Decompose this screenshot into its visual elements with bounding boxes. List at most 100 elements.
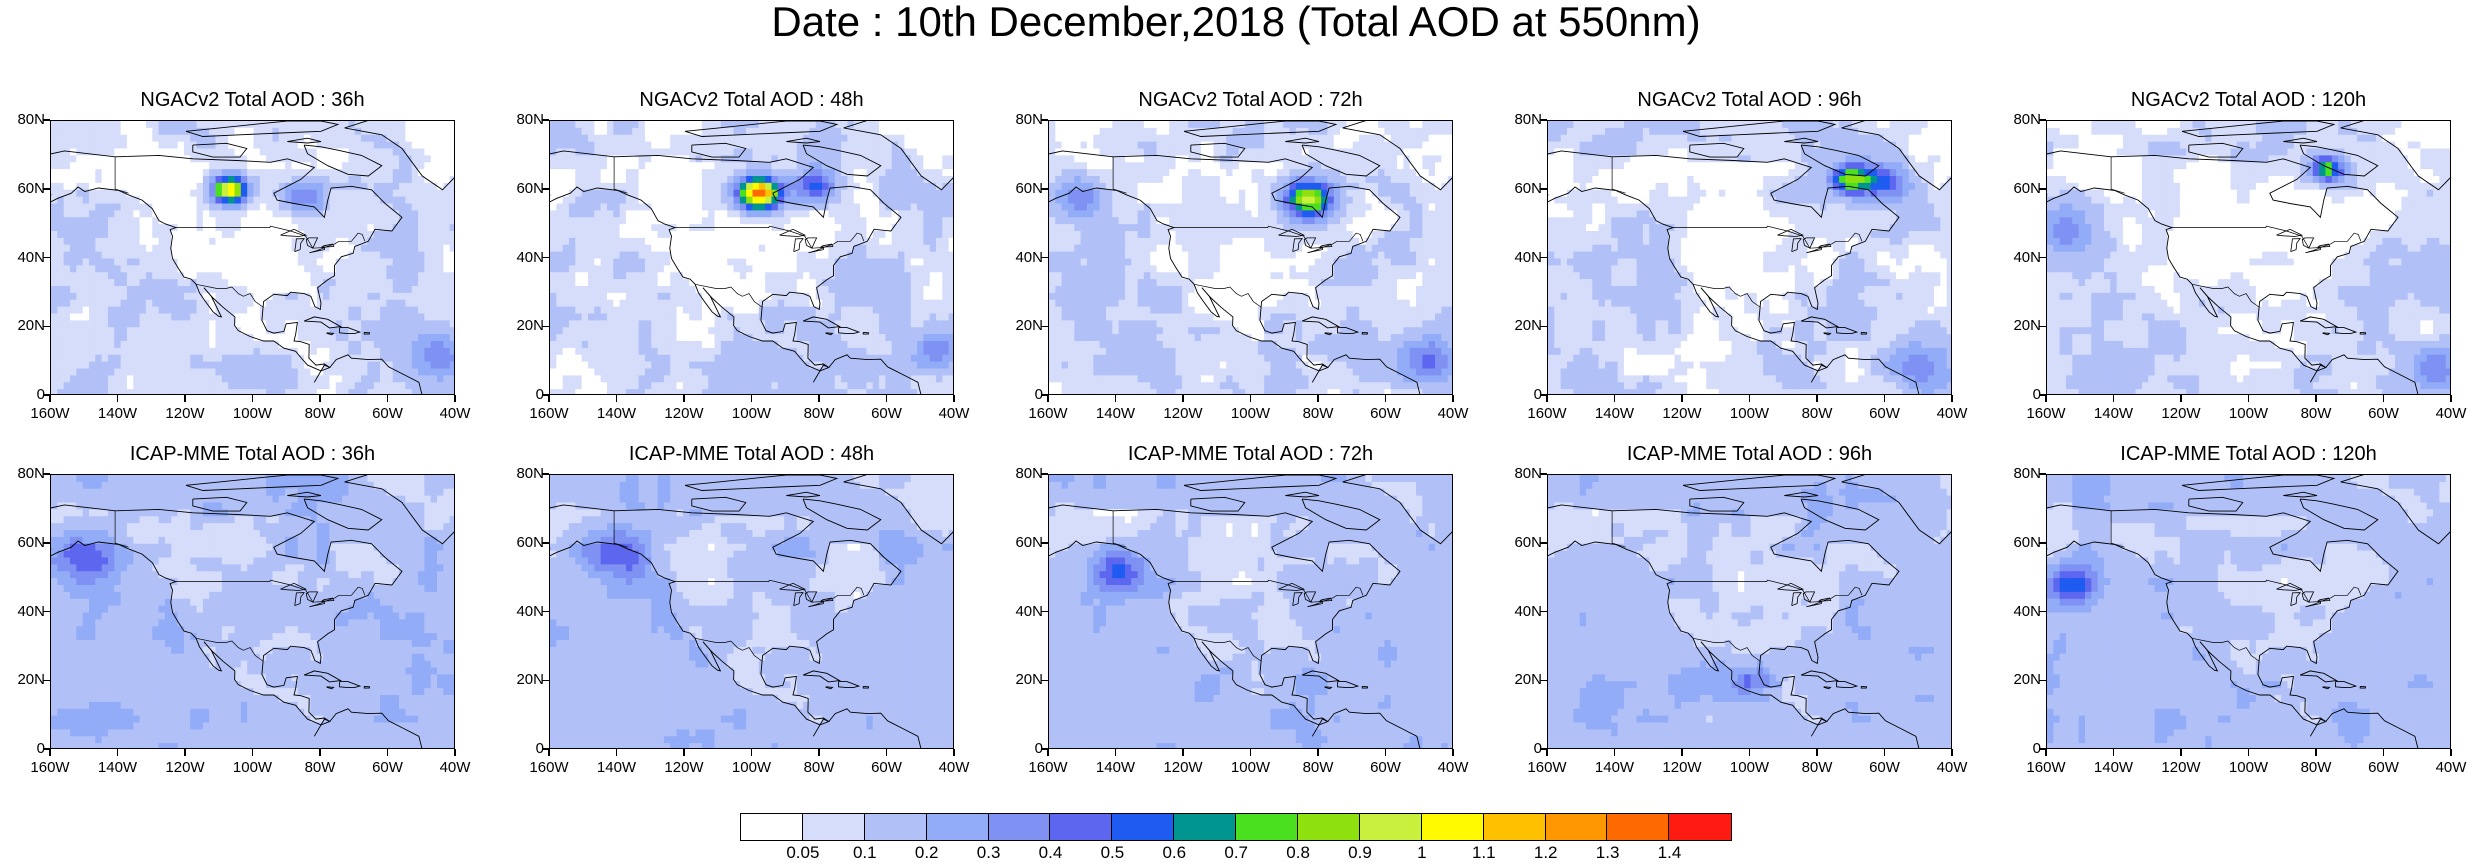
lat-tick-mark: [1540, 611, 1547, 613]
lon-tick-label: 40W: [2436, 760, 2467, 776]
lon-tick-mark: [184, 395, 186, 402]
lat-tick-label: 60N: [5, 535, 45, 551]
lon-tick-label: 60W: [2368, 406, 2399, 422]
lat-tick-label: 40N: [5, 250, 45, 266]
colorbar-swatch: [741, 814, 803, 840]
lat-tick-mark: [2039, 188, 2046, 190]
lat-tick-label: 40N: [504, 250, 544, 266]
colorbar-swatch: [865, 814, 927, 840]
lon-tick-label: 100W: [732, 760, 771, 776]
lat-tick-mark: [1540, 680, 1547, 682]
lat-tick-label: 80N: [1502, 466, 1542, 482]
lon-tick-label: 100W: [233, 760, 272, 776]
lat-tick-mark: [2039, 473, 2046, 475]
colorbar-level-label: 0.1: [853, 843, 877, 863]
lat-tick-label: 60N: [5, 181, 45, 197]
lat-tick-label: 20N: [2001, 672, 2041, 688]
lat-tick-mark: [2039, 680, 2046, 682]
lat-tick-label: 80N: [2001, 112, 2041, 128]
panel-title: ICAP-MME Total AOD : 36h: [50, 442, 455, 466]
lon-tick-label: 160W: [1527, 406, 1566, 422]
lon-tick-label: 160W: [529, 760, 568, 776]
lon-tick-mark: [387, 395, 389, 402]
lat-tick-mark: [542, 473, 549, 475]
lon-tick-label: 100W: [2229, 406, 2268, 422]
lat-tick-mark: [542, 257, 549, 259]
lon-tick-label: 60W: [1869, 406, 1900, 422]
lon-tick-label: 140W: [597, 760, 636, 776]
lon-tick-label: 40W: [2436, 406, 2467, 422]
lat-tick-mark: [1041, 473, 1048, 475]
aod-map: [1048, 120, 1453, 395]
lon-tick-label: 60W: [2368, 760, 2399, 776]
colorbar: [740, 813, 1732, 841]
lon-tick-mark: [1047, 395, 1049, 402]
lon-tick-label: 160W: [30, 760, 69, 776]
lon-tick-mark: [1182, 395, 1184, 402]
lat-tick-label: 40N: [1003, 604, 1043, 620]
colorbar-level-label: 1: [1417, 843, 1426, 863]
lon-tick-mark: [2383, 749, 2385, 756]
lon-tick-label: 140W: [597, 406, 636, 422]
lat-tick-label: 0: [5, 387, 45, 403]
colorbar-level-label: 0.2: [915, 843, 939, 863]
lat-tick-label: 40N: [5, 604, 45, 620]
lat-tick-label: 80N: [1003, 466, 1043, 482]
lat-tick-mark: [542, 542, 549, 544]
lat-tick-label: 40N: [1502, 604, 1542, 620]
aod-map: [2046, 474, 2451, 749]
lat-tick-label: 0: [1502, 741, 1542, 757]
lat-tick-label: 60N: [1003, 181, 1043, 197]
lon-tick-mark: [252, 395, 254, 402]
lon-tick-label: 140W: [1595, 406, 1634, 422]
lat-tick-label: 80N: [2001, 466, 2041, 482]
aod-field: [1049, 475, 1453, 749]
lon-tick-mark: [1749, 749, 1751, 756]
lon-tick-mark: [1250, 749, 1252, 756]
colorbar-swatch: [1050, 814, 1112, 840]
colorbar-level-label: 0.3: [977, 843, 1001, 863]
lon-tick-mark: [2180, 749, 2182, 756]
lon-tick-label: 80W: [1303, 760, 1334, 776]
lon-tick-mark: [454, 749, 456, 756]
lat-tick-mark: [43, 611, 50, 613]
lon-tick-mark: [548, 749, 550, 756]
lon-tick-mark: [2045, 749, 2047, 756]
lon-tick-label: 100W: [1730, 760, 1769, 776]
panel-title: NGACv2 Total AOD : 120h: [2046, 88, 2451, 112]
lon-tick-mark: [1385, 395, 1387, 402]
lat-tick-label: 40N: [2001, 250, 2041, 266]
lon-tick-label: 100W: [233, 406, 272, 422]
aod-field: [550, 121, 954, 395]
lat-tick-mark: [542, 188, 549, 190]
lon-tick-label: 140W: [1096, 406, 1135, 422]
colorbar-swatch: [989, 814, 1051, 840]
colorbar-level-label: 0.4: [1039, 843, 1063, 863]
lon-tick-label: 120W: [1163, 406, 1202, 422]
lat-tick-mark: [2039, 257, 2046, 259]
lon-tick-label: 160W: [1527, 760, 1566, 776]
lat-tick-mark: [1041, 257, 1048, 259]
lon-tick-label: 120W: [1662, 760, 1701, 776]
lat-tick-mark: [1540, 326, 1547, 328]
lat-tick-mark: [1540, 542, 1547, 544]
lon-tick-mark: [886, 749, 888, 756]
lon-tick-mark: [252, 749, 254, 756]
lat-tick-label: 60N: [504, 181, 544, 197]
lon-tick-mark: [454, 395, 456, 402]
lon-tick-label: 60W: [1370, 760, 1401, 776]
lat-tick-label: 0: [1003, 741, 1043, 757]
lon-tick-mark: [1816, 395, 1818, 402]
aod-map: [2046, 120, 2451, 395]
lon-tick-label: 40W: [939, 406, 970, 422]
lon-tick-mark: [1951, 749, 1953, 756]
lon-tick-mark: [2248, 395, 2250, 402]
lon-tick-mark: [1452, 749, 1454, 756]
lon-tick-label: 100W: [2229, 760, 2268, 776]
panel-title: ICAP-MME Total AOD : 48h: [549, 442, 954, 466]
colorbar-level-label: 0.5: [1101, 843, 1125, 863]
colorbar-level-label: 1.3: [1596, 843, 1620, 863]
lat-tick-label: 40N: [504, 604, 544, 620]
lat-tick-mark: [2039, 326, 2046, 328]
